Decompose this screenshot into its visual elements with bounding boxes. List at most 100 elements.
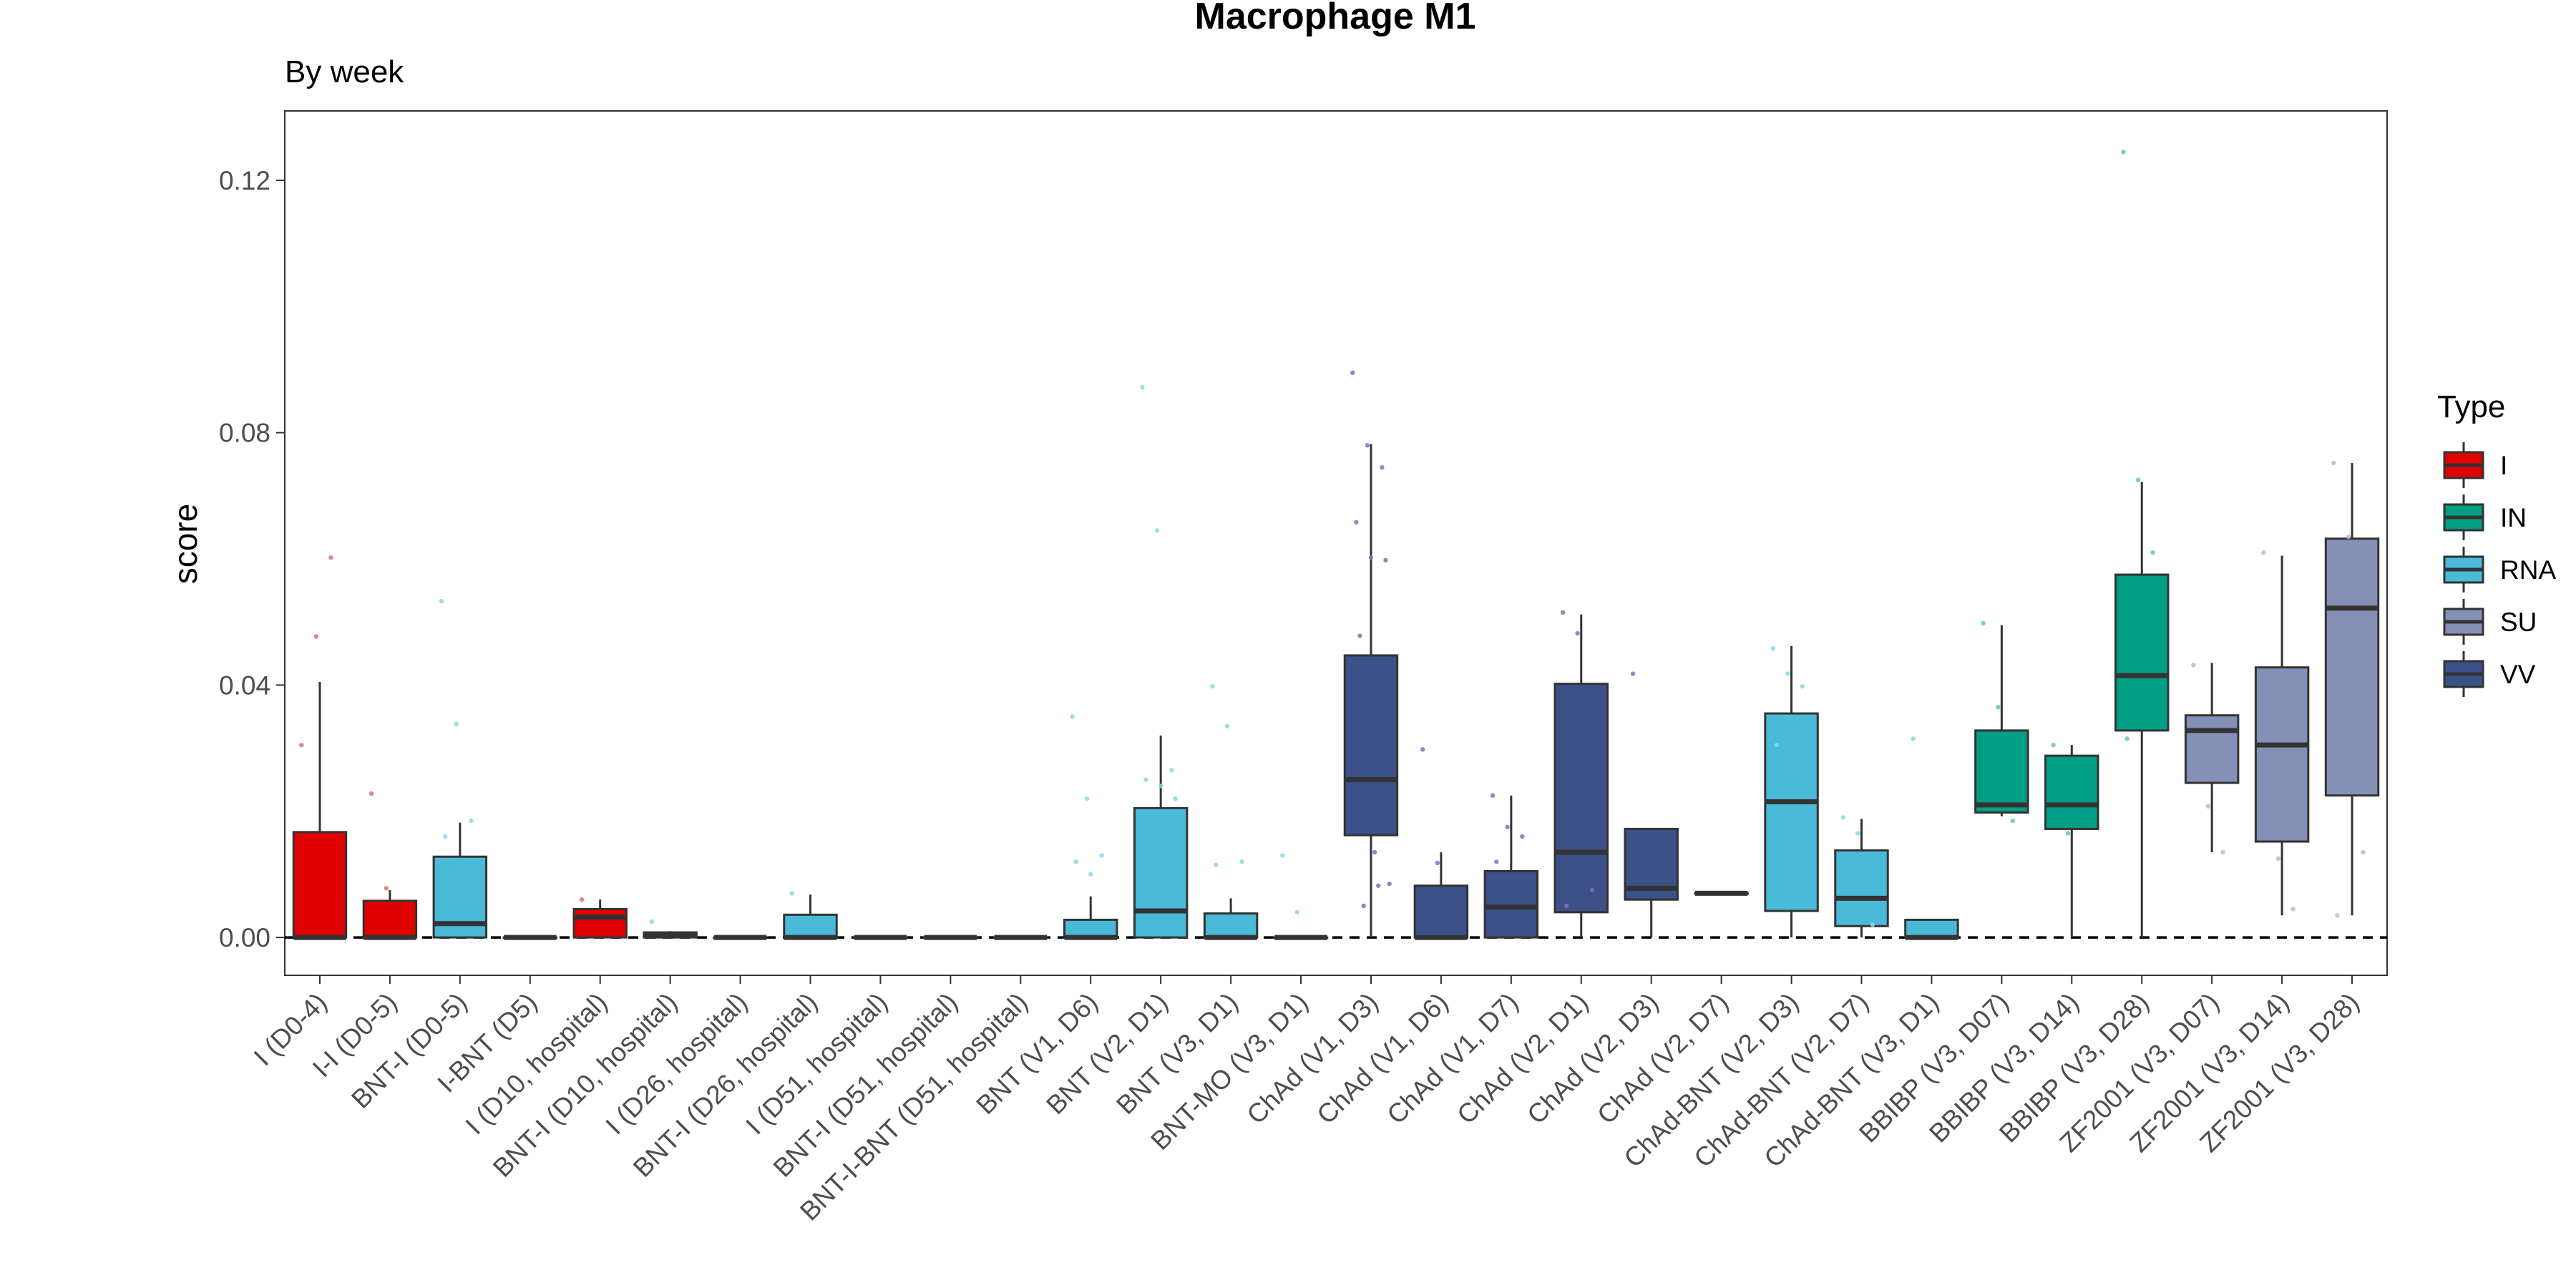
- x-tick-label: BNT (V3, D1): [1111, 987, 1244, 1121]
- x-tick-label: BNT (V1, D6): [970, 987, 1103, 1121]
- box-body: [2184, 714, 2240, 784]
- data-point: [1372, 849, 1377, 855]
- box-body: [2114, 573, 2170, 732]
- box-body: [1553, 683, 1609, 914]
- data-point: [454, 721, 459, 727]
- data-point: [469, 818, 474, 824]
- data-point: [439, 598, 444, 604]
- box-body: [783, 913, 838, 939]
- legend-item: I: [2443, 442, 2507, 488]
- data-point: [1169, 768, 1174, 773]
- box-body: [572, 907, 628, 939]
- data-point: [1855, 831, 1860, 836]
- box-group: [1553, 610, 1609, 938]
- box-group: [1343, 370, 1399, 938]
- box-group: [1413, 747, 1469, 940]
- data-point: [2121, 150, 2126, 155]
- y-axis-title: score: [167, 504, 204, 584]
- box-group: [923, 935, 978, 940]
- data-point: [1800, 683, 1805, 689]
- box-body: [1133, 806, 1189, 939]
- box-group: [2184, 662, 2240, 855]
- box-group: [2044, 742, 2099, 938]
- box-group: [1063, 714, 1118, 940]
- y-tick-label: 0.04: [219, 670, 270, 700]
- data-point: [1505, 824, 1510, 829]
- data-point: [789, 891, 794, 896]
- chart-subtitle: By week: [285, 54, 404, 89]
- data-point: [313, 634, 319, 639]
- box-group: [643, 919, 698, 939]
- box-body: [1764, 712, 1819, 912]
- box-body: [362, 899, 418, 939]
- plot-area: 0.000.040.080.12I (D0-4)I-I (D0-5)BNT-I …: [219, 110, 2388, 1226]
- box-body: [1203, 912, 1259, 939]
- box-group: [2114, 150, 2170, 938]
- y-tick-label: 0.12: [219, 166, 270, 195]
- data-point: [1376, 883, 1381, 888]
- data-point: [2335, 913, 2340, 918]
- box-group: [1203, 683, 1259, 940]
- box-body: [1413, 884, 1469, 939]
- data-point: [443, 834, 448, 839]
- data-point: [1140, 385, 1145, 390]
- data-point: [2275, 856, 2281, 862]
- data-point: [2135, 477, 2141, 483]
- data-point: [1490, 793, 1496, 798]
- box-group: [1694, 890, 1749, 896]
- legend-label: SU: [2500, 608, 2537, 637]
- box-body: [1063, 918, 1118, 939]
- box-group: [1133, 385, 1189, 939]
- data-point: [1435, 860, 1440, 866]
- legend-label: IN: [2500, 503, 2527, 532]
- box-group: [2324, 460, 2380, 918]
- data-point: [2290, 907, 2296, 912]
- box-body: [2044, 754, 2099, 830]
- data-point: [1158, 784, 1163, 789]
- box-group: [1624, 671, 1679, 938]
- data-point: [1088, 872, 1093, 877]
- data-point: [2361, 849, 2366, 855]
- data-point: [2010, 818, 2015, 824]
- box-group: [1834, 815, 1889, 938]
- box-group: [1273, 853, 1329, 940]
- legend: Type I IN RNA SU VV: [2437, 389, 2556, 697]
- box-group: [1764, 645, 1819, 938]
- box-group: [2254, 550, 2310, 916]
- box-body: [1974, 729, 2029, 814]
- data-point: [2346, 534, 2351, 540]
- data-point: [1870, 922, 1875, 927]
- x-tick-label: BNT (V2, D1): [1040, 987, 1174, 1121]
- legend-item: VV: [2443, 651, 2536, 697]
- box-group: [362, 791, 418, 940]
- data-point: [1770, 646, 1776, 651]
- data-point: [328, 555, 333, 560]
- box-body: [1904, 918, 1959, 939]
- data-point: [1361, 903, 1366, 909]
- chart-title: Macrophage M1: [1195, 0, 1476, 37]
- data-point: [1380, 464, 1385, 470]
- data-point: [1239, 859, 1244, 864]
- data-point: [2124, 736, 2129, 741]
- data-point: [649, 919, 655, 924]
- data-point: [1224, 723, 1230, 728]
- data-point: [1084, 796, 1090, 801]
- box-group: [1904, 736, 1959, 940]
- data-point: [1099, 853, 1104, 858]
- data-point: [1420, 747, 1425, 752]
- legend-item: SU: [2443, 599, 2537, 645]
- data-point: [1387, 881, 1392, 887]
- data-point: [384, 886, 389, 891]
- data-point: [1589, 887, 1595, 893]
- data-point: [1294, 909, 1300, 915]
- y-tick-label: 0.08: [219, 419, 270, 448]
- data-point: [2205, 804, 2211, 809]
- data-point: [1996, 705, 2001, 710]
- data-point: [1560, 610, 1566, 615]
- data-point: [1354, 519, 1359, 525]
- box-body: [1483, 870, 1539, 939]
- data-point: [1630, 671, 1636, 676]
- data-point: [1173, 796, 1178, 801]
- legend-title: Type: [2437, 389, 2505, 424]
